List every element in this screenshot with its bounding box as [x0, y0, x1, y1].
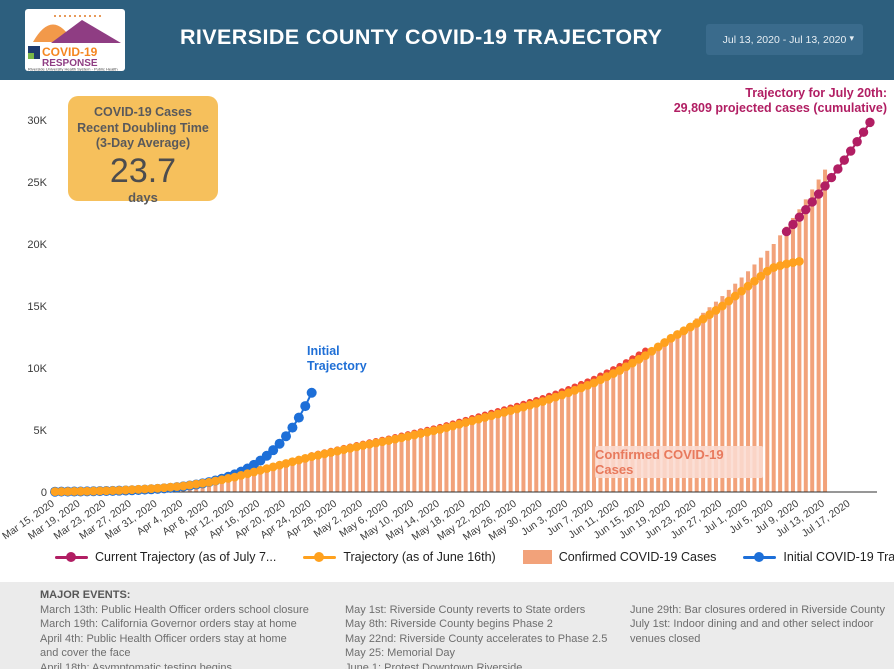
logo-line2: RESPONSE [42, 58, 98, 69]
projection-line2: 29,809 projected cases (cumulative) [673, 101, 887, 115]
initial-trajectory-label: Initial Trajectory [307, 344, 367, 373]
page-title: RIVERSIDE COUNTY COVID-19 TRAJECTORY [180, 25, 663, 49]
doubling-unit: days [128, 189, 158, 205]
chart-legend: Current Trajectory (as of July 7... Traj… [55, 542, 894, 572]
doubling-line2: Recent Doubling Time [77, 120, 209, 135]
events-column-3: June 29th: Bar closures ordered in River… [630, 603, 885, 645]
covid19-response-logo: COVID-19 RESPONSE Riverside University H… [25, 9, 125, 71]
date-range-value: Jul 13, 2020 - Jul 13, 2020 [722, 33, 847, 46]
chevron-down-icon: ▾ [849, 33, 854, 43]
bar-swatch-icon [522, 550, 552, 564]
logo-caption: Riverside University Health System - Pub… [28, 67, 118, 72]
doubling-time-card: COVID-19 Cases Recent Doubling Time (3-D… [68, 96, 218, 205]
svg-text:10K: 10K [27, 363, 47, 375]
logo-line1: COVID-19 [42, 45, 98, 59]
svg-text:15K: 15K [27, 301, 47, 313]
legend-item-june16-trajectory[interactable]: Trajectory (as of June 16th) [303, 550, 496, 564]
svg-text:0: 0 [41, 487, 47, 499]
line-dot-marker-icon [55, 550, 88, 564]
events-heading: MAJOR EVENTS: [40, 589, 131, 601]
svg-text:5K: 5K [34, 425, 48, 437]
logo-graphic: COVID-19 RESPONSE Riverside University H… [28, 15, 121, 72]
doubling-value: 23.7 [109, 151, 177, 190]
events-column-1: MAJOR EVENTS: March 13th: Public Health … [40, 588, 340, 669]
legend-item-confirmed-cases[interactable]: Confirmed COVID-19 Cases [522, 550, 716, 564]
projection-line1: Trajectory for July 20th: [745, 86, 887, 100]
svg-text:25K: 25K [27, 177, 47, 189]
events-column-2: May 1st: Riverside County reverts to Sta… [345, 603, 608, 669]
legend-item-initial-trajectory[interactable]: Initial COVID-19 Trajectory [743, 550, 894, 564]
svg-text:30K: 30K [27, 115, 47, 127]
chart-area: 0 5K 10K 15K 20K 25K 30K Mar 15, 2020 Mar 19, 20… [0, 80, 894, 582]
line-dot-marker-icon [743, 550, 777, 564]
date-range-picker[interactable]: Jul 13, 2020 - Jul 13, 2020 ▾ [706, 24, 863, 55]
doubling-line3: (3-Day Average) [95, 136, 191, 150]
major-events-footer: MAJOR EVENTS: March 13th: Public Health … [0, 582, 894, 669]
line-dot-marker-icon [303, 550, 337, 564]
header-banner: COVID-19 RESPONSE Riverside University H… [0, 0, 894, 80]
projection-annotation: Trajectory for July 20th: 29,809 project… [627, 86, 887, 116]
doubling-line1: COVID-19 Cases [94, 105, 192, 119]
svg-text:20K: 20K [27, 239, 47, 251]
confirmed-cases-overlay-label: Confirmed COVID-19 Cases [595, 446, 763, 478]
legend-item-current-trajectory[interactable]: Current Trajectory (as of July 7... [55, 550, 276, 564]
